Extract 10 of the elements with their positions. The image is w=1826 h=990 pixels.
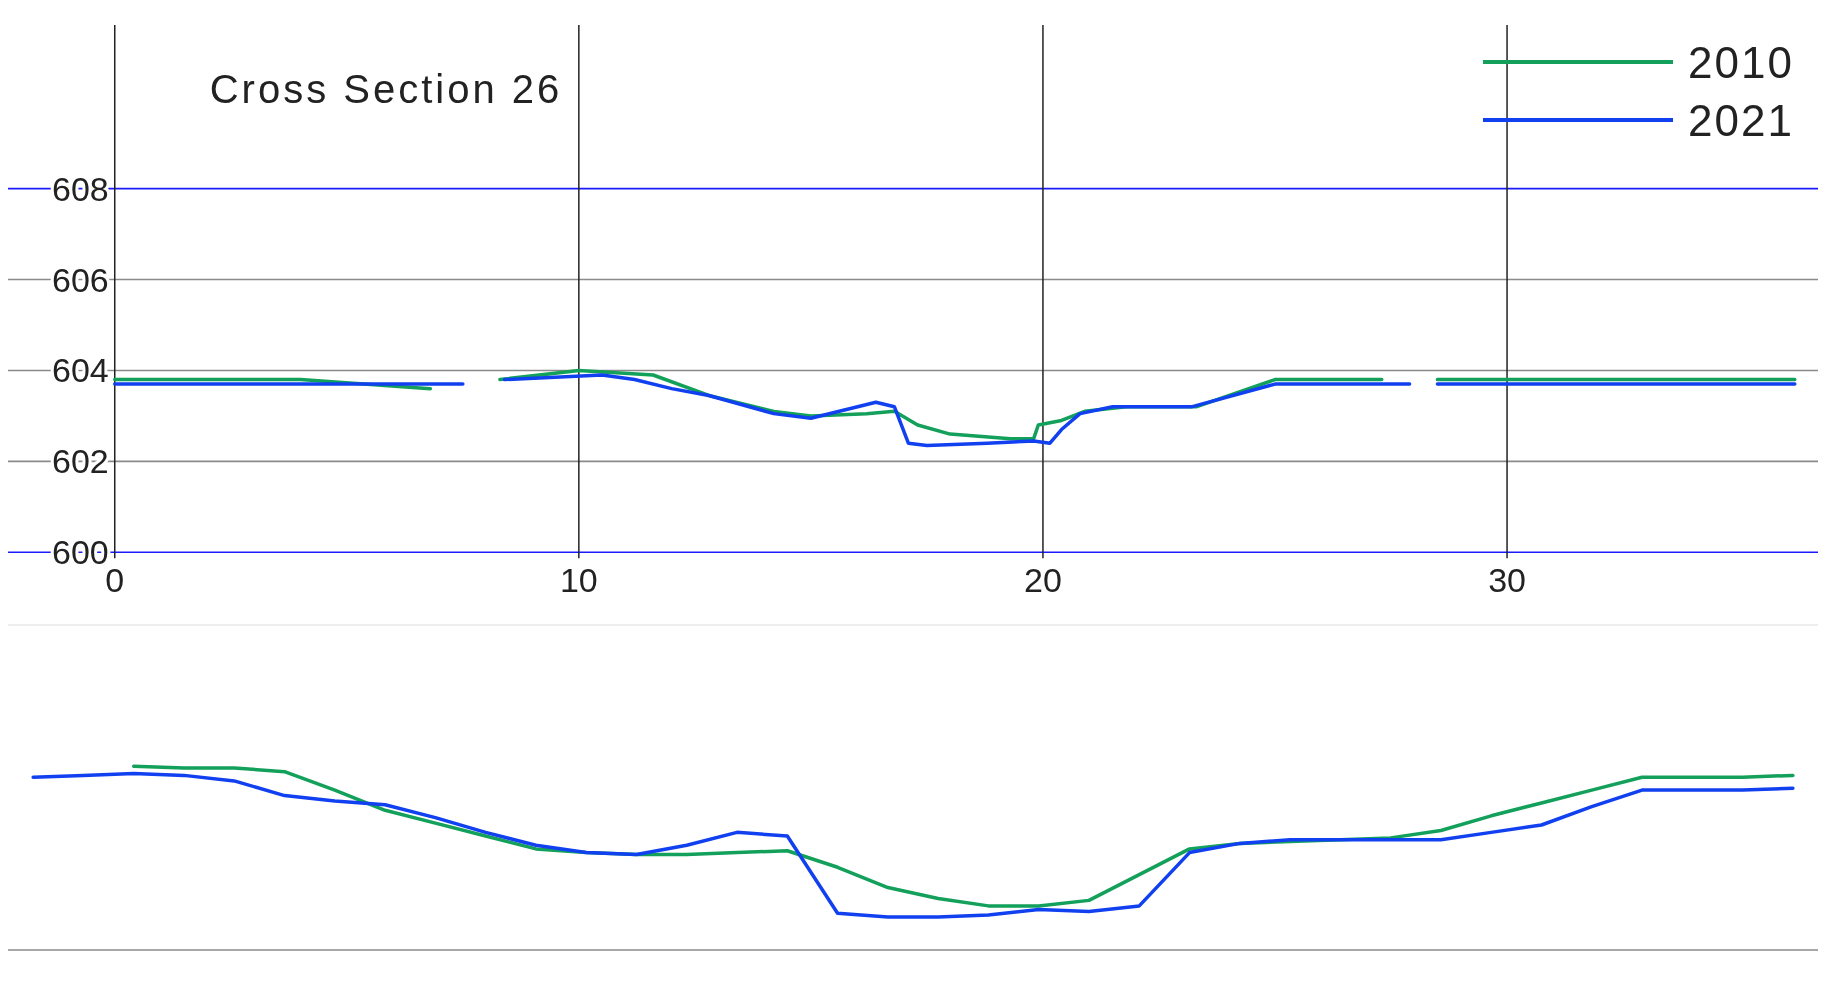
x-tick-label: 20 [1024, 561, 1062, 600]
x-tick-label: 0 [105, 561, 125, 600]
x-tick-label: 30 [1488, 561, 1526, 600]
legend-label: 2010 [1688, 37, 1794, 87]
y-tick-label: 602 [52, 442, 109, 481]
legend-label: 2021 [1688, 95, 1794, 145]
text: Cross Section 26 [209, 67, 563, 111]
y-tick-label: 606 [52, 260, 109, 299]
y-tick-label: 604 [52, 351, 109, 390]
x-tick-label: 10 [559, 561, 598, 600]
